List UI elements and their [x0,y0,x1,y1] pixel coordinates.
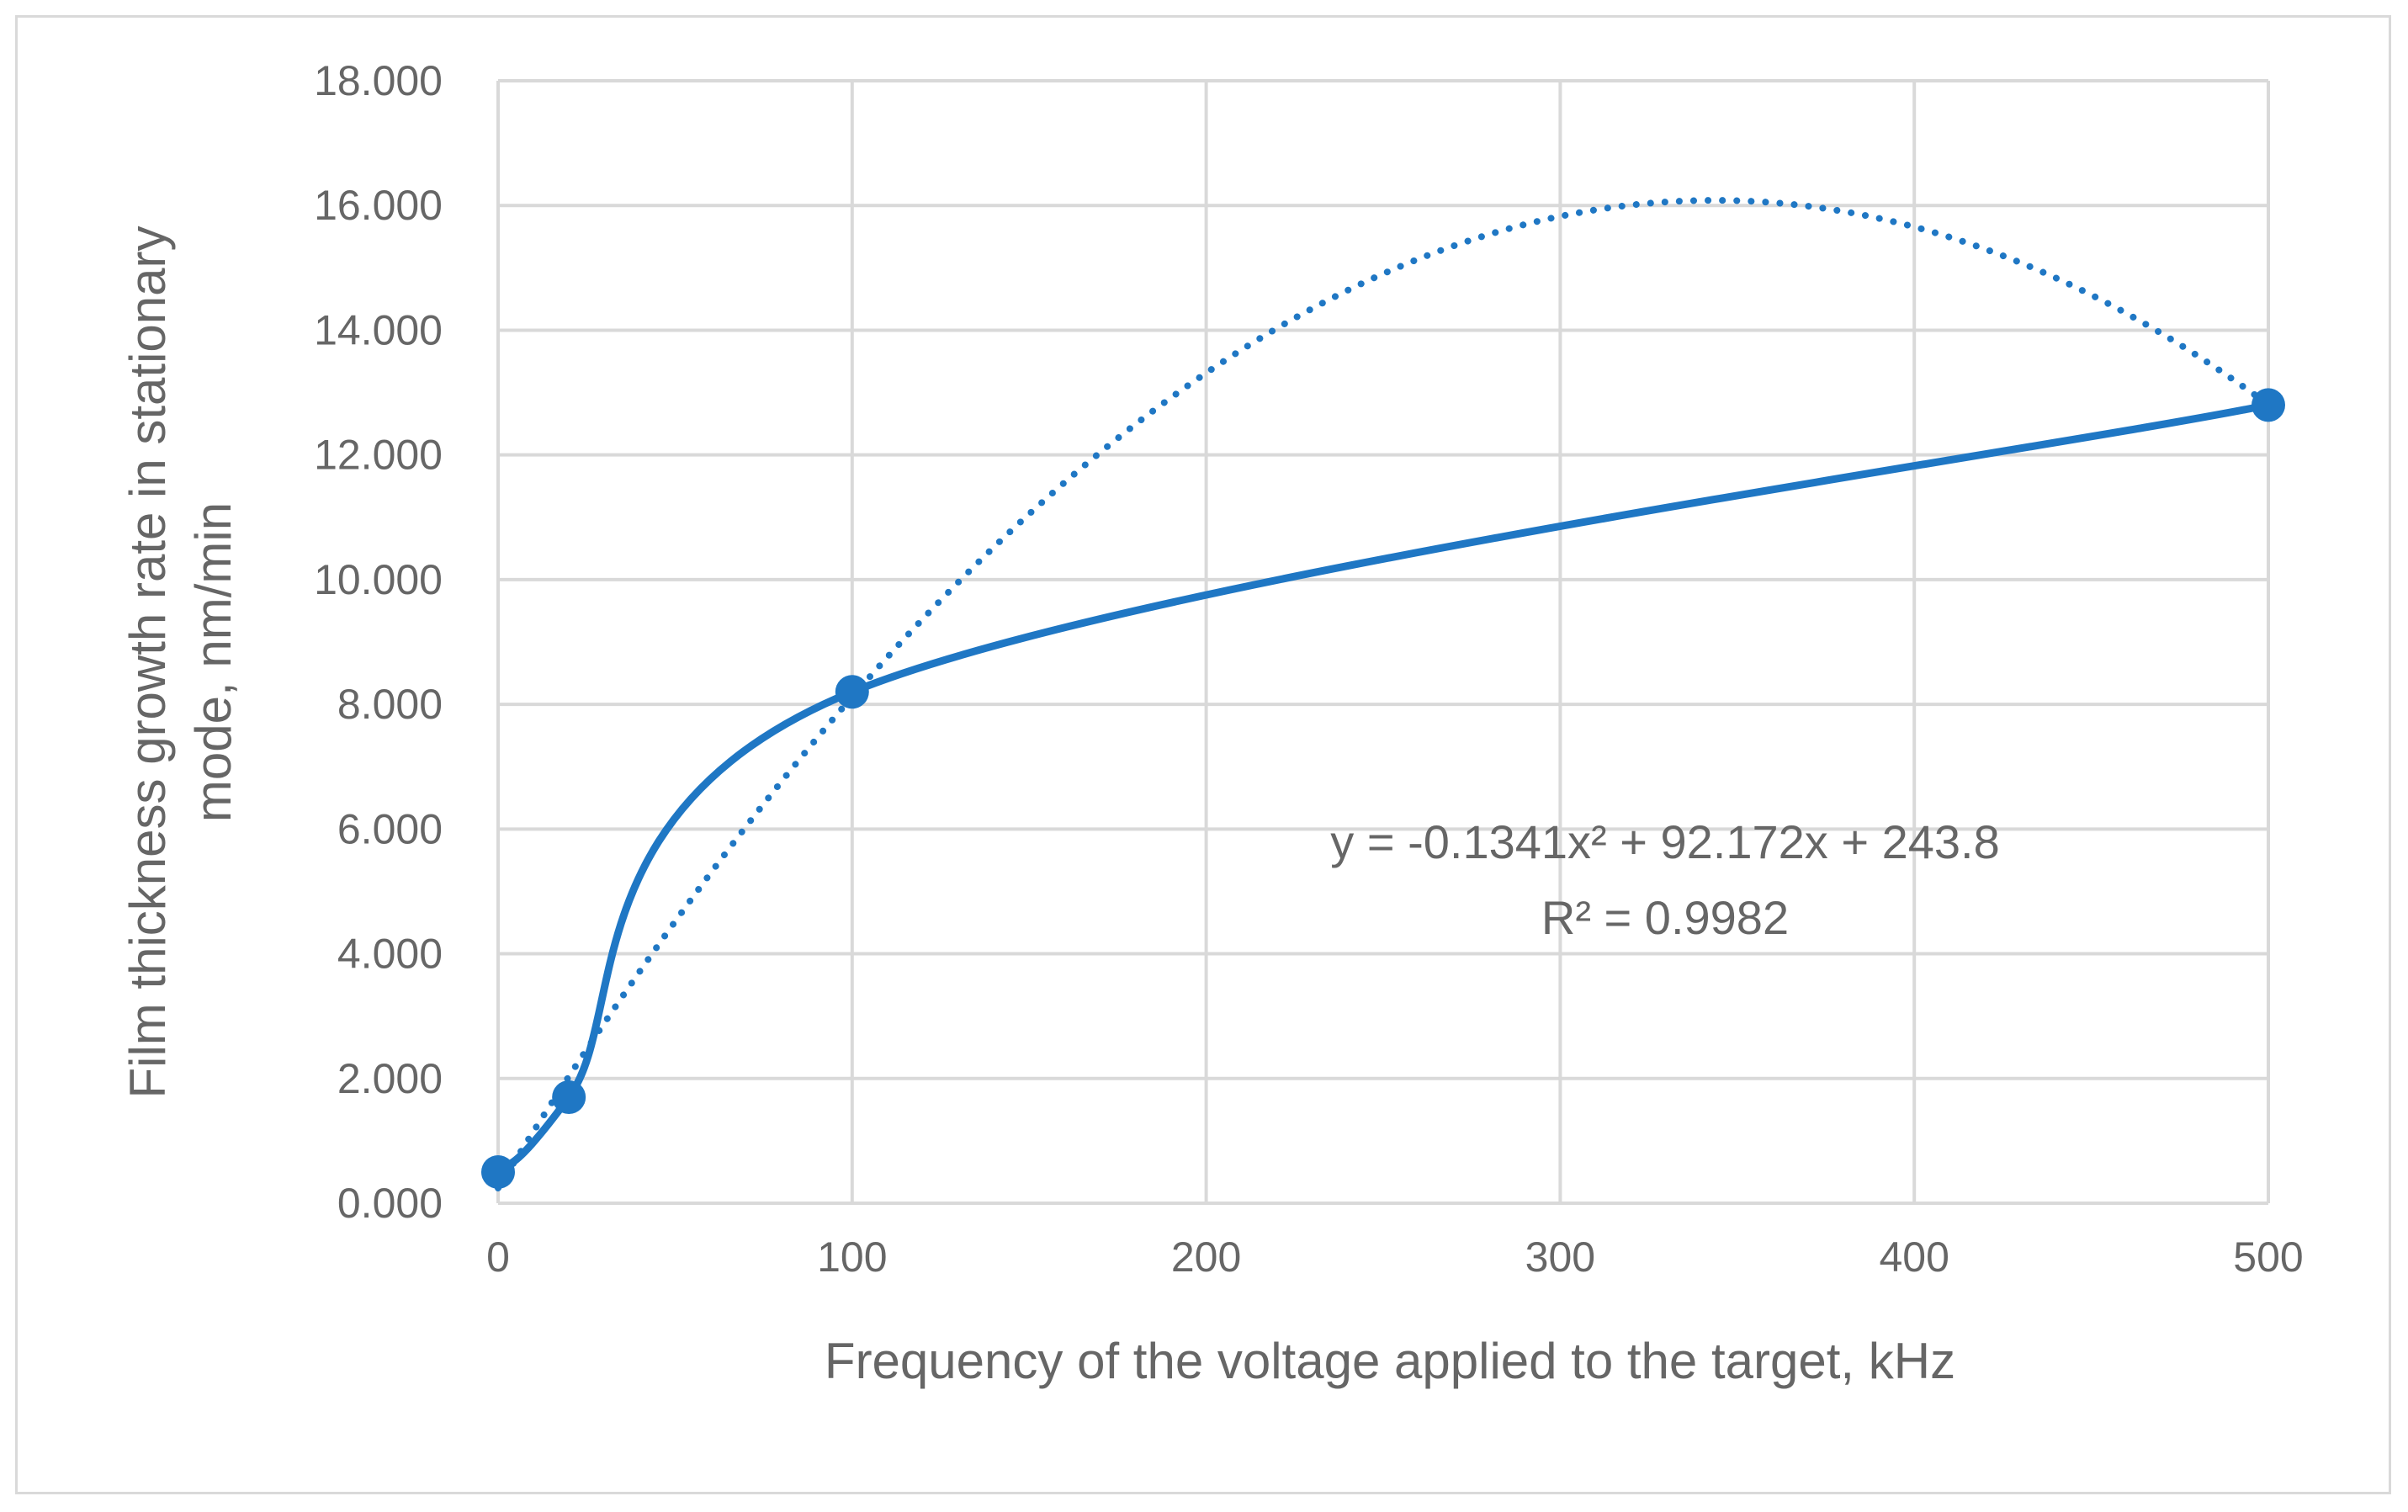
trendline-equation: y = -0.1341x² + 92.172x + 243.8 [1330,815,1999,868]
data-point-marker [552,1080,586,1115]
series-line [494,401,2273,1176]
y-axis-title-line-1: Film thickness growth rate in stationary [119,225,176,1098]
y-tick-label: 6.000 [337,805,443,852]
chart-frame: 0.000 2.000 4.000 6.000 8.000 10.000 12.000 14.… [15,15,2391,1494]
data-point-marker [2252,388,2285,422]
x-tick-label: 200 [1171,1233,1241,1281]
y-tick-label: 16.000 [314,182,443,229]
y-tick-label: 18.000 [314,57,443,104]
x-tick-label: 100 [817,1233,887,1281]
gridlines [496,79,2270,1205]
y-tick-label: 8.000 [337,681,443,728]
y-tick-label: 2.000 [337,1055,443,1102]
x-tick-label: 500 [2233,1233,2303,1281]
x-tick-label: 300 [1525,1233,1595,1281]
y-tick-label: 12.000 [314,432,443,479]
trendline-r-squared: R² = 0.9982 [1541,891,1789,944]
y-tick-label: 0.000 [337,1180,443,1227]
x-axis-title: Frequency of the voltage applied to the … [825,1333,1955,1389]
y-tick-label: 14.000 [314,306,443,353]
polynomial-trendline [495,197,2272,1191]
x-tick-labels: 0 100 200 300 400 500 [486,1233,2304,1281]
data-point-marker [481,1154,515,1189]
y-tick-labels: 0.000 2.000 4.000 6.000 8.000 10.000 12.000 14.… [314,57,443,1227]
y-tick-label: 10.000 [314,556,443,603]
data-markers [481,388,2285,1189]
x-tick-label: 0 [486,1233,510,1281]
chart-plot: 0.000 2.000 4.000 6.000 8.000 10.000 12.000 14.… [119,57,2304,1389]
data-point-marker [835,675,869,709]
y-axis-title-line-2: mode, nm/min [185,502,241,822]
x-tick-label: 400 [1879,1233,1949,1281]
y-axis-title: Film thickness growth rate in stationary… [119,225,241,1098]
y-tick-label: 4.000 [337,931,443,978]
